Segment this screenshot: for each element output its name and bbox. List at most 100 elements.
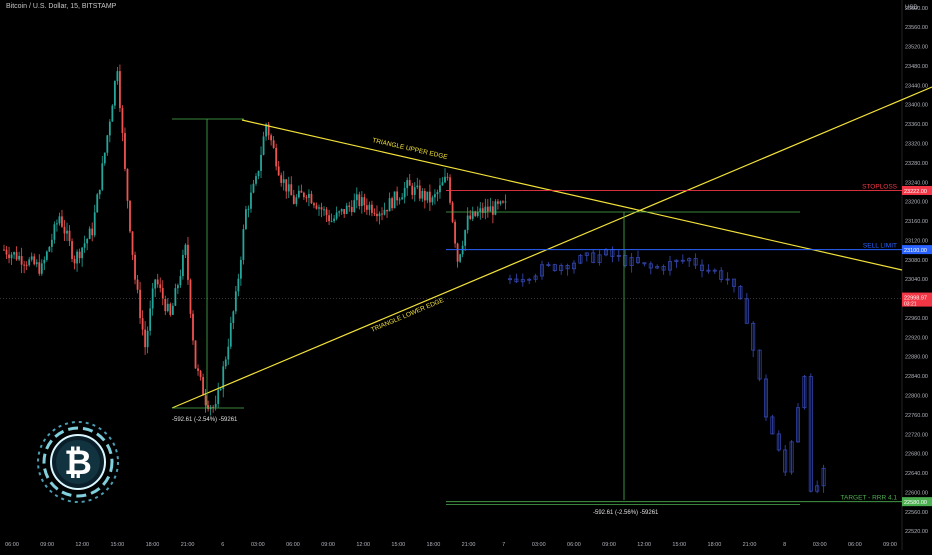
projection-body [732,278,737,287]
candle-body [35,262,38,265]
projection-body [540,264,545,277]
candle-body [459,254,462,262]
candle-body [217,389,220,404]
candle-body [8,254,10,259]
projection-body [629,257,634,266]
price-tick-label: 23400.00 [905,103,928,109]
candle-body [91,228,94,236]
price-tick-label: 23160.00 [905,219,928,225]
triangle-upper-edge [241,119,903,271]
candle-body [333,218,336,222]
candle-body [151,288,154,309]
candle-body [98,189,101,195]
projection-body [661,266,666,271]
time-tick-label: 21:00 [743,542,757,548]
candle-body [328,215,330,222]
time-tick-label: 15:00 [110,542,124,548]
candle-body [131,231,134,255]
candle-body [146,330,149,348]
candle-body [242,229,245,260]
candle-body [30,256,33,260]
projection-body [815,485,820,492]
price-tick-label: 23200.00 [905,200,928,206]
candle-body [194,340,197,369]
candle-body [245,209,247,230]
candle-body [295,197,298,204]
time-tick-label: 15:00 [391,542,405,548]
candle-body [371,204,373,213]
projection-body [533,275,538,280]
projection-body [783,449,788,473]
candle-body [343,209,346,214]
candle-body [300,190,303,193]
price-tick-label: 22760.00 [905,413,928,419]
candle-body [446,176,449,178]
time-tick-label: 03:00 [251,542,265,548]
candle-body [202,377,204,396]
candle-body [124,133,126,169]
candle-body [413,187,416,195]
candle-body [416,185,419,188]
measure-left-label: -592.61 (-2.54%) -59261 [172,417,238,423]
stoploss-price-tag-bg [902,185,932,195]
price-tick-label: 22840.00 [905,374,928,380]
candle-body [224,359,227,367]
candle-body [68,230,71,242]
projection-body [744,298,749,324]
candle-body [234,291,237,312]
candle-body [25,264,28,266]
candle-body [418,185,421,199]
candle-body [106,135,109,153]
price-axis-unit: USD [905,5,918,11]
price-tick-label: 22640.00 [905,471,928,477]
price-tick-label: 23440.00 [905,83,928,89]
time-tick-label: 18:00 [146,542,160,548]
price-tick-label: 23360.00 [905,122,928,128]
candle-body [257,170,260,177]
candle-body [237,278,240,292]
price-tick-label: 23080.00 [905,258,928,264]
candle-body [504,201,507,203]
sell_limit-label: SELL LIMIT [863,243,897,250]
candle-body [33,256,36,265]
candle-body [411,185,414,195]
candle-body [363,197,366,206]
candle-body [250,192,252,209]
candle-body [222,366,225,389]
candle-body [287,184,290,192]
candle-body [10,254,13,259]
time-tick-label: 15:00 [672,542,686,548]
candle-body [499,201,502,204]
candle-body [116,71,119,82]
projection-body [591,252,596,263]
candle-body [444,176,446,183]
candle-body [403,188,406,198]
candle-body [489,206,492,212]
candle-body [56,223,58,225]
projection-body [725,278,730,281]
candle-body [431,197,434,203]
candle-body [436,192,439,195]
upper-edge-label: TRIANGLE UPPER EDGE [372,137,449,161]
candle-body [360,197,363,207]
candle-body [119,71,121,109]
candle-body [212,406,215,408]
candle-body [497,201,499,204]
candle-body [108,121,111,136]
candle-body [88,228,91,239]
candle-body [126,168,129,201]
candle-body [479,208,482,213]
target-label: TARGET - RRR 4.1 [841,495,898,502]
candle-body [464,230,467,246]
candle-body [260,154,262,171]
candle-body [491,206,494,215]
candle-body [277,166,280,176]
candle-body [456,243,459,262]
candle-body [406,180,409,189]
candle-body [103,152,106,164]
bitcoin-logo-icon: ₿ [34,418,122,506]
candle-body [5,249,8,255]
projection-body [616,255,621,257]
